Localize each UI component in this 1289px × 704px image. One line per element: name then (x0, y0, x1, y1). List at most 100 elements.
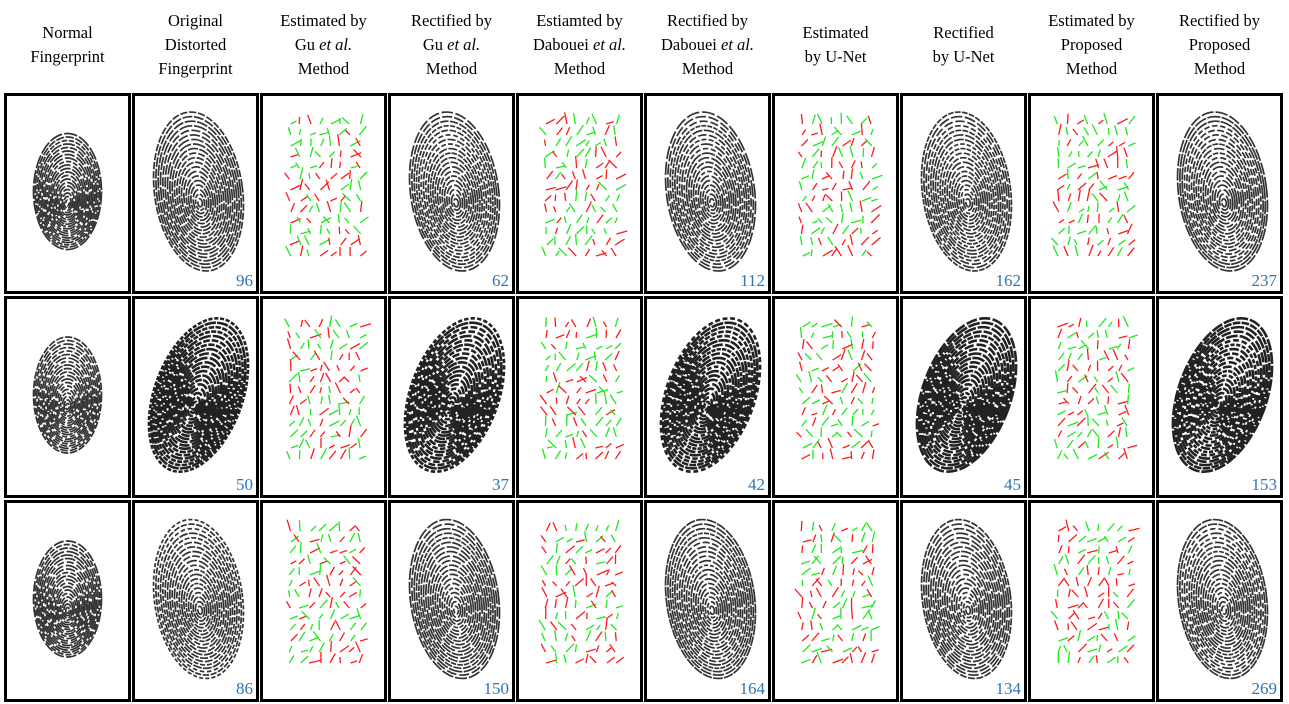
vector (338, 214, 339, 223)
vector (360, 547, 365, 553)
fingerprint (1168, 514, 1277, 685)
vector (290, 616, 298, 619)
vector (320, 225, 321, 234)
vector (556, 172, 561, 179)
vector (344, 202, 350, 212)
vector (812, 368, 819, 371)
vector (1088, 333, 1094, 338)
vector (556, 543, 557, 553)
vector (598, 182, 606, 190)
vector (556, 397, 557, 404)
fingerprint (400, 514, 509, 685)
vector (820, 623, 823, 630)
vector (571, 319, 575, 327)
vector (545, 219, 554, 223)
vector (1064, 246, 1068, 256)
vector (327, 575, 330, 586)
vector (611, 248, 616, 256)
vector (1078, 214, 1082, 223)
fingerprint-image (135, 96, 256, 291)
column-header: Estimatedby U-Net (772, 0, 899, 90)
vector (801, 225, 802, 234)
vector (1054, 116, 1057, 124)
vector (301, 139, 302, 146)
match-score: 269 (1252, 679, 1278, 699)
vector (566, 341, 567, 349)
vector (290, 384, 291, 393)
vector (335, 382, 340, 393)
vector (308, 115, 311, 124)
vector (324, 558, 331, 564)
vector (288, 332, 290, 338)
vector (1118, 247, 1123, 256)
vector (822, 417, 829, 426)
image-cell: 37 (388, 296, 515, 498)
image-cell: 150 (388, 500, 515, 702)
vector (564, 216, 566, 223)
vector (541, 565, 547, 575)
vector (604, 139, 607, 146)
vector (335, 319, 340, 327)
vector (1069, 589, 1070, 597)
header-line: Method (298, 57, 349, 81)
vector (801, 114, 802, 124)
vector (1108, 366, 1113, 371)
vector (561, 174, 565, 179)
vector (1078, 644, 1086, 652)
vector (1125, 127, 1127, 135)
vector (1064, 645, 1068, 652)
match-score: 134 (996, 679, 1022, 699)
vector (576, 540, 585, 542)
vector (1108, 151, 1117, 157)
vector (356, 194, 360, 201)
vector (559, 352, 566, 360)
vector (605, 125, 609, 135)
vector (319, 588, 322, 597)
vector (310, 430, 315, 437)
vector (304, 236, 309, 245)
vector (565, 633, 567, 641)
vector (310, 646, 313, 652)
vector (1106, 420, 1108, 426)
vector (1127, 622, 1128, 630)
vector (596, 346, 602, 349)
vector (320, 373, 323, 382)
vector (329, 634, 333, 641)
vector (344, 601, 350, 608)
vector (1107, 228, 1109, 234)
vector (350, 344, 360, 349)
vector (341, 614, 349, 619)
vector (565, 452, 566, 459)
fingerprint-image (135, 299, 256, 495)
vector (868, 116, 871, 124)
vector (1067, 332, 1077, 338)
vector (551, 646, 556, 652)
vector (576, 190, 577, 201)
vector (359, 396, 364, 404)
vector (310, 353, 315, 360)
vector (542, 247, 546, 256)
vector (813, 161, 818, 168)
column-header: NormalFingerprint (4, 0, 131, 90)
vector (811, 237, 813, 245)
vector (326, 592, 330, 597)
vector (833, 602, 840, 608)
vector (359, 342, 367, 349)
vector (1099, 120, 1104, 124)
vector (1128, 545, 1132, 553)
vector (843, 188, 852, 190)
vector (295, 589, 300, 597)
fingerprint-image (775, 96, 896, 291)
vector (290, 185, 300, 190)
vector (1122, 613, 1128, 619)
image-cell (4, 93, 131, 294)
vector (1099, 578, 1105, 586)
vector (1124, 191, 1128, 201)
vector (1099, 627, 1109, 630)
vector (861, 118, 867, 124)
vector (833, 355, 842, 360)
vector (360, 589, 361, 597)
vector (574, 113, 576, 124)
vector (851, 138, 854, 146)
vector (301, 343, 305, 349)
